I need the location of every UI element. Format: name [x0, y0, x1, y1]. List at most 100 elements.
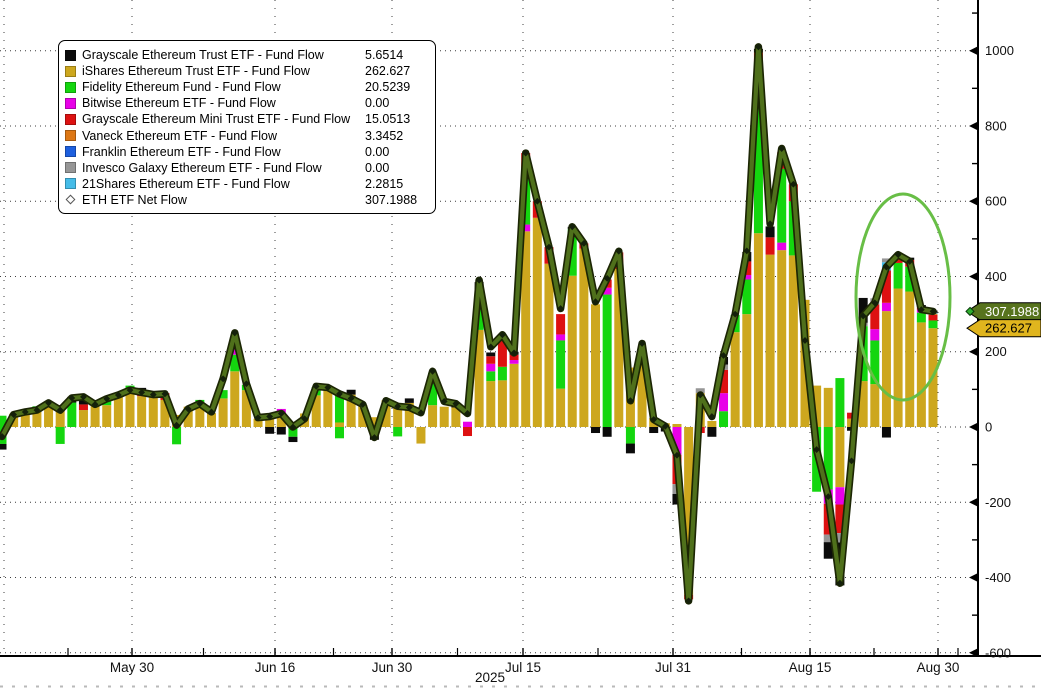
legend-item: Vaneck Ethereum ETF - Fund Flow 3.3452 [65, 127, 427, 143]
y-axis-tick-label: 0 [985, 420, 992, 435]
bar-segment [777, 242, 787, 251]
legend-item: Bitwise Ethereum ETF - Fund Flow 0.00 [65, 95, 427, 111]
price-label-text: 307.1988 [985, 304, 1039, 319]
net-flow-marker-diamond [638, 340, 646, 347]
legend-label: iShares Ethereum Trust ETF - Fund Flow [82, 64, 310, 79]
bar-segment [719, 369, 729, 394]
bar-segment [486, 371, 496, 382]
bar-segment [428, 405, 438, 427]
bar-segment [78, 399, 88, 405]
net-flow-marker-diamond [336, 390, 343, 398]
bar-segment [148, 394, 158, 427]
bar-segment [905, 266, 915, 292]
net-flow-marker-diamond [894, 251, 902, 259]
net-flow-marker-diamond [91, 401, 99, 408]
net-flow-marker-diamond [603, 274, 611, 282]
net-flow-marker-diamond [312, 382, 320, 390]
bar-segment [556, 340, 566, 389]
bar-segment [870, 329, 880, 341]
bar-segment [44, 403, 54, 427]
bar-segment [230, 348, 240, 355]
x-axis-tick-label: Jun 30 [372, 660, 413, 675]
net-flow-marker-diamond [661, 422, 669, 430]
net-flow-marker-diamond [452, 400, 460, 408]
bar-segment [893, 288, 903, 427]
bar-segment [32, 411, 42, 427]
bar-segment [602, 287, 612, 295]
legend-swatch-icon [65, 49, 76, 61]
net-flow-marker-diamond [417, 409, 425, 417]
bar-segment [893, 262, 903, 289]
bar-segment [823, 542, 833, 559]
bar-segment [591, 427, 601, 434]
bar-segment [137, 396, 147, 427]
legend-swatch-icon [65, 162, 76, 174]
chart-legend: Grayscale Ethereum Trust ETF - Fund Flow… [58, 40, 436, 214]
bar-segment [381, 400, 391, 427]
x-axis-tick-label: Jul 31 [655, 660, 691, 675]
bar-segment [276, 427, 286, 435]
legend-item: Grayscale Ethereum Mini Trust ETF - Fund… [65, 111, 427, 127]
bar-segment [172, 427, 182, 445]
legend-value: 262.627 [365, 64, 411, 79]
bar-segment [649, 427, 659, 434]
net-flow-marker-diamond [149, 391, 157, 399]
bar-segment [637, 363, 647, 427]
bar-segment [358, 405, 368, 427]
bar-segment [288, 436, 298, 443]
y-tick-arrow [969, 498, 977, 507]
bar-segment [881, 258, 891, 263]
net-flow-marker-diamond [371, 434, 378, 441]
bar-segment [55, 427, 65, 444]
net-flow-marker-diamond [499, 331, 506, 339]
legend-swatch-icon [65, 113, 76, 125]
y-axis-tick-label: -600 [985, 645, 1011, 660]
bar-segment [125, 393, 135, 427]
bar-segment [730, 332, 740, 427]
bar-segment [521, 224, 531, 232]
bar-segment [451, 407, 461, 427]
legend-label: Invesco Galaxy Ethereum ETF - Fund Flow [82, 160, 322, 175]
bar-segment [753, 61, 763, 234]
bar-segment [905, 291, 915, 427]
net-flow-marker-diamond [464, 410, 471, 417]
net-flow-marker-diamond [33, 406, 41, 414]
net-flow-marker-diamond [21, 408, 29, 416]
x-axis-tick-label: Aug 30 [917, 660, 960, 675]
bar-segment [334, 427, 344, 439]
net-flow-marker-diamond [789, 180, 797, 188]
bar-segment [276, 413, 286, 427]
bar-segment [346, 394, 356, 427]
bar-segment [765, 226, 775, 238]
net-flow-marker-diamond [673, 451, 681, 459]
y-axis-tick-label: 600 [985, 194, 1007, 209]
bar-segment [486, 363, 496, 372]
price-label-box [966, 319, 1041, 338]
legend-item: iShares Ethereum Trust ETF - Fund Flow 26… [65, 63, 427, 79]
legend-value: 0.00 [365, 96, 390, 111]
net-flow-marker-diamond [592, 298, 599, 306]
net-flow-marker-diamond [347, 395, 355, 402]
net-flow-marker-diamond [242, 380, 250, 388]
bar-segment [881, 270, 891, 303]
legend-value: 3.3452 [365, 128, 404, 143]
bar-segment [591, 304, 601, 427]
bar-segment [556, 314, 566, 335]
bar-segment [474, 329, 484, 427]
legend-value: 0.00 [365, 160, 390, 175]
net-flow-marker-diamond [196, 400, 204, 408]
bar-segment [369, 417, 379, 427]
net-flow-marker-diamond [720, 352, 727, 359]
y-tick-arrow [969, 347, 977, 356]
legend-item: ETH ETF Net Flow 307.1988 [65, 192, 427, 208]
net-flow-marker-diamond [568, 223, 576, 231]
net-flow-marker-diamond [929, 308, 937, 315]
legend-label: Bitwise Ethereum ETF - Fund Flow [82, 96, 276, 111]
bar-segment [311, 395, 321, 427]
bar-segment [218, 398, 228, 427]
net-flow-marker-diamond [522, 149, 530, 157]
net-flow-marker-diamond [0, 433, 6, 440]
net-flow-marker-diamond [161, 390, 169, 398]
bar-segment [614, 268, 624, 427]
